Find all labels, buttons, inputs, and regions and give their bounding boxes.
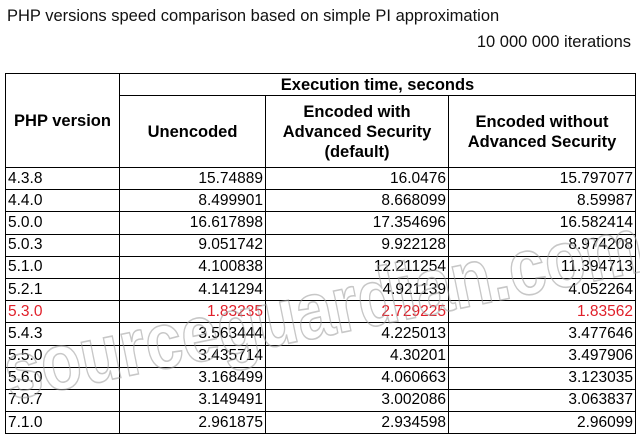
unencoded-time-cell: 16.617898 xyxy=(119,211,266,235)
encoded-without-advanced-security-time-cell: 16.582414 xyxy=(447,211,637,235)
php-version-cell: 4.3.8 xyxy=(5,166,120,191)
encoded-without-advanced-security-time-cell: 8.59987 xyxy=(447,189,637,213)
table-row: 5.0.0 16.617898 17.354696 16.582414 xyxy=(5,211,637,235)
table-row: 5.6.0 3.168499 4.060663 3.123035 xyxy=(5,366,637,390)
encoded-without-advanced-security-time-cell: 15.797077 xyxy=(447,166,637,191)
table-row: 7.1.0 2.961875 2.934598 2.96099 xyxy=(5,411,637,435)
encoded-without-advanced-security-time-cell: 11.394713 xyxy=(447,255,637,279)
unencoded-time-cell: 3.435714 xyxy=(119,344,266,368)
php-version-header: PHP version xyxy=(5,73,120,168)
php-version-cell: 5.3.0 xyxy=(5,300,120,324)
encoded-advanced-security-time-cell: 3.002086 xyxy=(265,388,449,413)
php-version-cell: 5.5.0 xyxy=(5,344,120,368)
encoded-without-advanced-security-time-cell: 3.477646 xyxy=(447,322,637,346)
encoded-advanced-security-time-cell: 2.729225 xyxy=(265,300,449,324)
table-row: 5.4.3 3.563444 4.225013 3.477646 xyxy=(5,322,637,346)
encoded-without-advanced-security-time-cell: 1.83562 xyxy=(447,300,637,324)
encoded-advanced-security-time-cell: 2.934598 xyxy=(265,411,449,435)
encoded-advanced-security-time-cell: 16.0476 xyxy=(265,166,449,191)
php-version-cell: 5.1.0 xyxy=(5,255,120,279)
encoded-without-advanced-security-time-cell: 3.497906 xyxy=(447,344,637,368)
encoded-without-advanced-security-header: Encoded without Advanced Security xyxy=(447,95,637,168)
php-version-cell: 5.2.1 xyxy=(5,277,120,302)
php-version-cell: 7.1.0 xyxy=(5,411,120,435)
encoded-advanced-security-time-cell: 17.354696 xyxy=(265,211,449,235)
table-row: 5.5.0 3.435714 4.30201 3.497906 xyxy=(5,344,637,368)
encoded-advanced-security-time-cell: 4.921139 xyxy=(265,277,449,302)
php-version-cell: 4.4.0 xyxy=(5,189,120,213)
execution-time-header: Execution time, seconds xyxy=(118,73,637,96)
table-row: 7.0.7 3.149491 3.002086 3.063837 xyxy=(5,388,637,413)
unencoded-time-cell: 3.168499 xyxy=(119,366,266,390)
unencoded-time-cell: 8.499901 xyxy=(119,189,266,213)
encoded-advanced-security-time-cell: 4.225013 xyxy=(265,322,449,346)
unencoded-time-cell: 2.961875 xyxy=(119,411,266,435)
encoded-advanced-security-header: Encoded with Advanced Security (default) xyxy=(265,95,449,168)
php-version-cell: 7.0.7 xyxy=(5,388,120,413)
php-version-cell: 5.0.3 xyxy=(5,233,120,257)
unencoded-time-cell: 1.83235 xyxy=(119,300,266,324)
encoded-advanced-security-time-cell: 9.922128 xyxy=(265,233,449,257)
encoded-without-advanced-security-time-cell: 8.974208 xyxy=(447,233,637,257)
encoded-without-advanced-security-time-cell: 2.96099 xyxy=(447,411,637,435)
encoded-advanced-security-time-cell: 4.30201 xyxy=(265,344,449,368)
chart-caption-title: PHP versions speed comparison based on s… xyxy=(7,7,500,25)
unencoded-time-cell: 3.563444 xyxy=(119,322,266,346)
unencoded-time-cell: 3.149491 xyxy=(119,388,266,413)
php-version-cell: 5.4.3 xyxy=(5,322,120,346)
table-row: 5.0.3 9.051742 9.922128 8.974208 xyxy=(5,233,637,257)
encoded-without-advanced-security-time-cell: 3.123035 xyxy=(447,366,637,390)
php-version-cell: 5.6.0 xyxy=(5,366,120,390)
unencoded-header: Unencoded xyxy=(119,95,266,168)
table-row: 4.3.8 15.74889 16.0476 15.797077 xyxy=(5,166,637,191)
php-version-cell: 5.0.0 xyxy=(5,211,120,235)
table-row: 5.3.0 1.83235 2.729225 1.83562 xyxy=(5,300,637,324)
encoded-without-advanced-security-time-cell: 4.052264 xyxy=(447,277,637,302)
unencoded-time-cell: 4.141294 xyxy=(119,277,266,302)
unencoded-time-cell: 9.051742 xyxy=(119,233,266,257)
encoded-advanced-security-time-cell: 4.060663 xyxy=(265,366,449,390)
chart-caption-iterations: 10 000 000 iterations xyxy=(476,33,631,51)
encoded-without-advanced-security-time-cell: 3.063837 xyxy=(447,388,637,413)
unencoded-time-cell: 15.74889 xyxy=(119,166,266,191)
encoded-advanced-security-time-cell: 8.668099 xyxy=(265,189,449,213)
table-row: 4.4.0 8.499901 8.668099 8.59987 xyxy=(5,189,637,213)
table-row: 5.2.1 4.141294 4.921139 4.052264 xyxy=(5,277,637,302)
speed-comparison-table: PHP version Execution time, seconds Unen… xyxy=(5,73,637,435)
encoded-advanced-security-time-cell: 12.211254 xyxy=(265,255,449,279)
table-row: 5.1.0 4.100838 12.211254 11.394713 xyxy=(5,255,637,279)
unencoded-time-cell: 4.100838 xyxy=(119,255,266,279)
